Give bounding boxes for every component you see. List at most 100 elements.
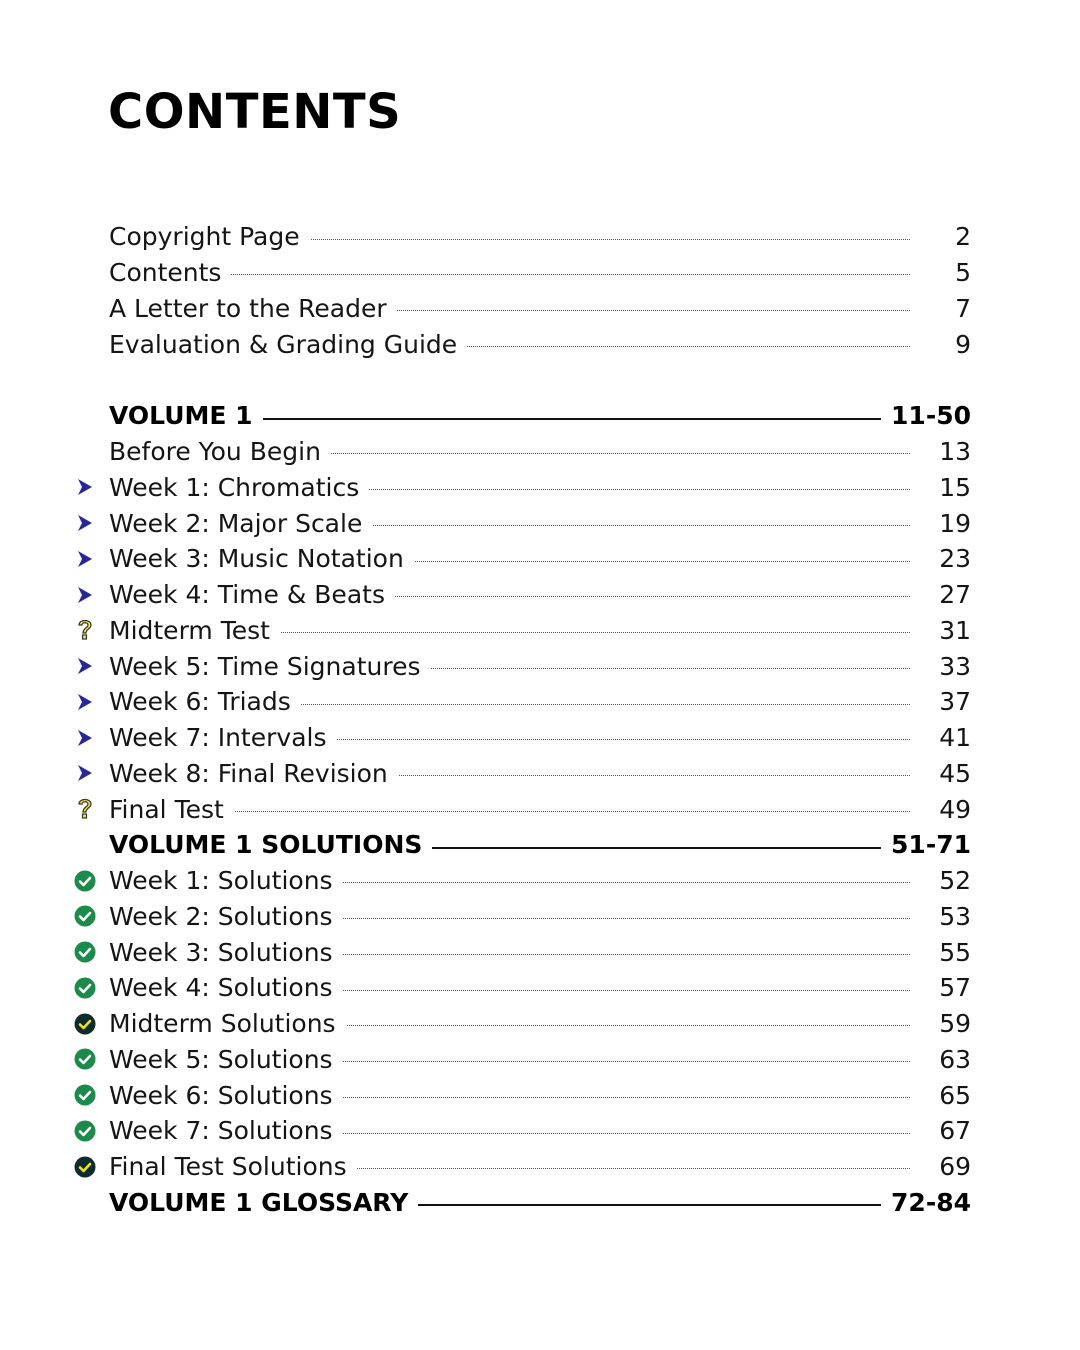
arrow-icon bbox=[74, 762, 96, 784]
toc-entry-label: Week 2: Solutions bbox=[109, 901, 343, 931]
toc-entry[interactable]: Week 4: Solutions 57 bbox=[0, 970, 1080, 1006]
toc-page-number: 27 bbox=[929, 580, 971, 610]
toc-entry[interactable]: Week 6: Triads 37 bbox=[0, 684, 1080, 720]
toc-entry-label: Midterm Solutions bbox=[109, 1009, 346, 1039]
toc-page-number: 69 bbox=[929, 1152, 971, 1182]
check-green-icon bbox=[74, 905, 96, 927]
toc-page-number: 15 bbox=[929, 472, 971, 502]
dotted-leader-line bbox=[120, 667, 910, 669]
toc-page-number: 45 bbox=[929, 758, 971, 788]
toc-entry[interactable]: Copyright Page 2 bbox=[0, 219, 1080, 255]
dotted-leader-line bbox=[120, 238, 910, 240]
toc-entry[interactable]: Evaluation & Grading Guide 9 bbox=[0, 326, 1080, 362]
toc-entry-label: VOLUME 1 GLOSSARY bbox=[109, 1187, 419, 1217]
toc-volume-heading[interactable]: VOLUME 1 SOLUTIONS 51-71 bbox=[0, 827, 1080, 863]
toc-page-number: 57 bbox=[929, 973, 971, 1003]
toc-entry[interactable]: A Letter to the Reader 7 bbox=[0, 291, 1080, 327]
arrow-icon bbox=[74, 476, 96, 498]
toc-page-number: 9 bbox=[945, 329, 971, 359]
toc-entry[interactable]: Week 1: Solutions 52 bbox=[0, 863, 1080, 899]
toc-page-number: 49 bbox=[929, 794, 971, 824]
toc-entry-label: Week 4: Solutions bbox=[109, 973, 343, 1003]
toc-page-number: 59 bbox=[929, 1009, 971, 1039]
toc-entry-label: VOLUME 1 bbox=[109, 401, 263, 431]
toc-page-number: 13 bbox=[929, 437, 971, 467]
toc-entry[interactable]: Week 1: Chromatics 15 bbox=[0, 470, 1080, 506]
dotted-leader-line bbox=[120, 810, 910, 812]
toc-entry-label: Week 1: Chromatics bbox=[109, 472, 370, 502]
dotted-leader-line bbox=[120, 560, 910, 562]
toc-entry[interactable]: Final Test Solutions 69 bbox=[0, 1149, 1080, 1185]
toc-entry[interactable]: Week 3: Music Notation 23 bbox=[0, 541, 1080, 577]
toc-page-number: 63 bbox=[929, 1044, 971, 1074]
toc-page-number: 52 bbox=[929, 866, 971, 896]
section-gap bbox=[0, 362, 1080, 398]
arrow-icon bbox=[74, 691, 96, 713]
check-green-icon bbox=[74, 977, 96, 999]
dotted-leader-line bbox=[120, 596, 910, 598]
toc-volume-heading[interactable]: VOLUME 1 GLOSSARY 72-84 bbox=[0, 1185, 1080, 1221]
toc-entry[interactable]: Contents 5 bbox=[0, 255, 1080, 291]
toc-page-number: 51-71 bbox=[881, 830, 971, 860]
toc-entry[interactable]: Midterm Test 31 bbox=[0, 613, 1080, 649]
dotted-leader-line bbox=[120, 310, 910, 312]
toc-page-number: 41 bbox=[929, 723, 971, 753]
toc-entry-label: Week 5: Solutions bbox=[109, 1044, 343, 1074]
toc-entry-label: Week 1: Solutions bbox=[109, 866, 343, 896]
toc-entry[interactable]: Week 4: Time & Beats 27 bbox=[0, 577, 1080, 613]
toc-entry-label: Before You Begin bbox=[109, 437, 331, 467]
toc-entry[interactable]: Week 7: Intervals 41 bbox=[0, 720, 1080, 756]
toc-entry[interactable]: Final Test 49 bbox=[0, 791, 1080, 827]
toc-entry[interactable]: Week 8: Final Revision 45 bbox=[0, 756, 1080, 792]
toc-volume-heading[interactable]: VOLUME 1 11-50 bbox=[0, 398, 1080, 434]
solid-leader-line bbox=[120, 417, 884, 420]
toc-page-number: 72-84 bbox=[881, 1187, 971, 1217]
toc-page-number: 55 bbox=[929, 937, 971, 967]
toc-entry[interactable]: Week 5: Time Signatures 33 bbox=[0, 648, 1080, 684]
toc-entry-label: Week 4: Time & Beats bbox=[109, 580, 395, 610]
dotted-leader-line bbox=[120, 739, 910, 741]
toc-page-number: 11-50 bbox=[881, 401, 971, 431]
arrow-icon bbox=[74, 512, 96, 534]
toc-entry-label: Evaluation & Grading Guide bbox=[109, 329, 468, 359]
toc-page-number: 53 bbox=[929, 901, 971, 931]
check-dark-icon bbox=[74, 1156, 96, 1178]
toc-entry[interactable]: Week 2: Solutions 53 bbox=[0, 899, 1080, 935]
dotted-leader-line bbox=[120, 1168, 910, 1170]
dotted-leader-line bbox=[120, 953, 910, 955]
toc-entry-label: Midterm Test bbox=[109, 615, 280, 645]
dotted-leader-line bbox=[120, 274, 910, 276]
dotted-leader-line bbox=[120, 1025, 910, 1027]
solid-leader-line bbox=[120, 846, 884, 849]
toc-entry[interactable]: Week 7: Solutions 67 bbox=[0, 1113, 1080, 1149]
check-green-icon bbox=[74, 1048, 96, 1070]
toc-entry[interactable]: Week 2: Major Scale 19 bbox=[0, 505, 1080, 541]
toc-entry[interactable]: Before You Begin 13 bbox=[0, 434, 1080, 470]
dotted-leader-line bbox=[120, 453, 910, 455]
toc-entry[interactable]: Week 3: Solutions 55 bbox=[0, 934, 1080, 970]
dotted-leader-line bbox=[120, 1096, 910, 1098]
toc-entry-label: Week 2: Major Scale bbox=[109, 508, 373, 538]
toc-entry-label: Final Test bbox=[109, 794, 234, 824]
toc-page-number: 23 bbox=[929, 544, 971, 574]
toc-entry-label: Week 6: Solutions bbox=[109, 1080, 343, 1110]
check-green-icon bbox=[74, 941, 96, 963]
toc-page-number: 19 bbox=[929, 508, 971, 538]
question-icon bbox=[74, 798, 96, 820]
toc-entry-label: Week 6: Triads bbox=[109, 687, 301, 717]
toc-entry-label: Contents bbox=[109, 258, 232, 288]
toc-entry-label: Copyright Page bbox=[109, 222, 310, 252]
toc-entry[interactable]: Week 5: Solutions 63 bbox=[0, 1042, 1080, 1078]
toc-page-number: 37 bbox=[929, 687, 971, 717]
arrow-icon bbox=[74, 727, 96, 749]
toc-entry-label: Week 7: Solutions bbox=[109, 1116, 343, 1146]
toc-entry-label: Week 5: Time Signatures bbox=[109, 651, 431, 681]
toc-entry[interactable]: Midterm Solutions 59 bbox=[0, 1006, 1080, 1042]
toc-page-number: 5 bbox=[945, 258, 971, 288]
toc-entry-label: Week 3: Music Notation bbox=[109, 544, 414, 574]
toc-entry[interactable]: Week 6: Solutions 65 bbox=[0, 1077, 1080, 1113]
question-icon bbox=[74, 619, 96, 641]
toc-page-number: 65 bbox=[929, 1080, 971, 1110]
toc-entry-label: A Letter to the Reader bbox=[109, 293, 397, 323]
check-green-icon bbox=[74, 870, 96, 892]
